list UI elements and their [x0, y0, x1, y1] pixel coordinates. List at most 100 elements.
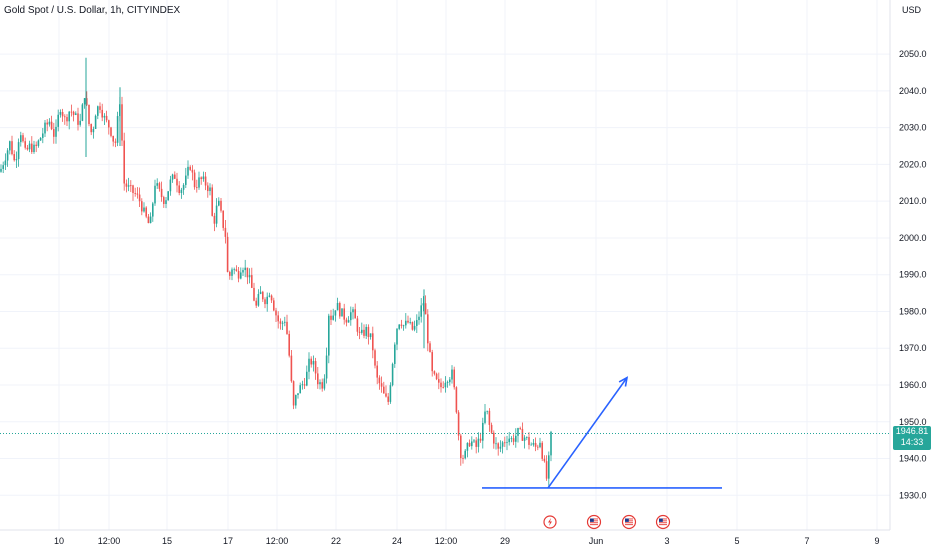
candle: [365, 324, 367, 340]
candle: [528, 432, 530, 450]
candle: [451, 365, 453, 384]
candle: [341, 308, 343, 317]
candle: [446, 380, 449, 388]
candle: [330, 309, 332, 325]
us-flag-event-icon[interactable]: [586, 514, 602, 530]
arrow-head: [618, 376, 629, 387]
price-tick: 2020.0: [899, 159, 927, 169]
candle: [431, 349, 433, 377]
projection-arrow[interactable]: [547, 377, 628, 489]
candle: [35, 141, 37, 153]
candle: [92, 126, 95, 139]
candle: [13, 150, 15, 162]
candle: [418, 311, 420, 325]
candle: [299, 382, 301, 394]
candle: [158, 181, 161, 192]
candle: [244, 259, 246, 278]
candle: [389, 382, 392, 404]
time-tick: 9: [874, 536, 879, 546]
candle: [222, 210, 224, 231]
candle: [46, 119, 48, 132]
price-tick: 2040.0: [899, 86, 927, 96]
candle: [449, 376, 451, 386]
candle: [409, 317, 411, 325]
candle: [515, 428, 517, 448]
candle: [264, 297, 266, 309]
us-flag-event-icon[interactable]: [621, 514, 637, 530]
candle: [226, 232, 229, 273]
price-tick: 2000.0: [899, 233, 927, 243]
candle: [292, 380, 295, 410]
lightning-event-icon[interactable]: [543, 515, 557, 529]
candle: [22, 132, 24, 143]
candle: [539, 437, 541, 449]
candle: [178, 181, 180, 196]
candle: [532, 438, 535, 447]
candle: [372, 326, 374, 359]
candle: [345, 317, 348, 327]
price-axis[interactable]: 2050.0 2040.0 2030.0 2020.0 2010.0 2000.0 1990…: [889, 0, 927, 530]
candle: [314, 357, 317, 380]
candle: [233, 267, 235, 275]
candle: [220, 198, 222, 213]
candle: [204, 172, 207, 191]
candle: [209, 183, 211, 196]
candle: [242, 267, 244, 276]
candle: [462, 454, 464, 464]
candle: [328, 313, 330, 364]
candle: [499, 440, 502, 453]
candle: [200, 176, 202, 185]
candle: [495, 437, 497, 450]
candle: [383, 381, 385, 394]
time-tick: 12:00: [266, 536, 289, 546]
candle: [154, 179, 156, 206]
candle: [312, 355, 315, 372]
candle: [319, 379, 321, 390]
candle: [110, 126, 112, 138]
candle: [180, 187, 183, 199]
chart-title: Gold Spot / U.S. Dollar, 1h, CITYINDEX: [4, 5, 181, 16]
candle: [125, 179, 128, 193]
candle: [466, 442, 469, 458]
candle: [308, 352, 310, 380]
time-axis[interactable]: 10 12:00 15 17 12:00 22 24 12:00 29 Jun 3 5 7 9: [0, 529, 890, 546]
price-tick: 1990.0: [899, 270, 927, 280]
candle: [4, 153, 7, 170]
time-tick: 7: [804, 536, 809, 546]
candle: [112, 135, 114, 147]
candle: [356, 315, 359, 336]
candle: [28, 140, 31, 153]
candle: [504, 436, 506, 448]
candle: [70, 104, 73, 117]
candle: [9, 140, 11, 155]
candle: [354, 303, 356, 319]
candle: [442, 381, 444, 389]
candle: [123, 132, 125, 191]
candle: [64, 114, 66, 125]
candle: [440, 378, 442, 393]
candle: [218, 197, 220, 207]
candle: [114, 138, 117, 148]
candle: [59, 109, 62, 118]
candle: [422, 296, 425, 312]
candle: [235, 265, 238, 272]
candle: [211, 184, 213, 217]
us-flag-event-icon[interactable]: [655, 514, 671, 530]
candle: [193, 169, 196, 190]
events-row[interactable]: [543, 514, 671, 530]
candle: [26, 145, 29, 151]
time-tick: 10: [54, 536, 64, 546]
candle: [24, 137, 26, 150]
candle: [189, 165, 191, 171]
candle: [116, 111, 119, 147]
candle: [130, 180, 132, 193]
candle: [369, 333, 372, 340]
candle: [391, 362, 394, 387]
candle: [163, 195, 165, 208]
candle: [42, 127, 44, 144]
candle: [475, 437, 477, 454]
candle: [99, 102, 101, 114]
candle: [0, 164, 2, 173]
drawings[interactable]: [482, 376, 722, 489]
